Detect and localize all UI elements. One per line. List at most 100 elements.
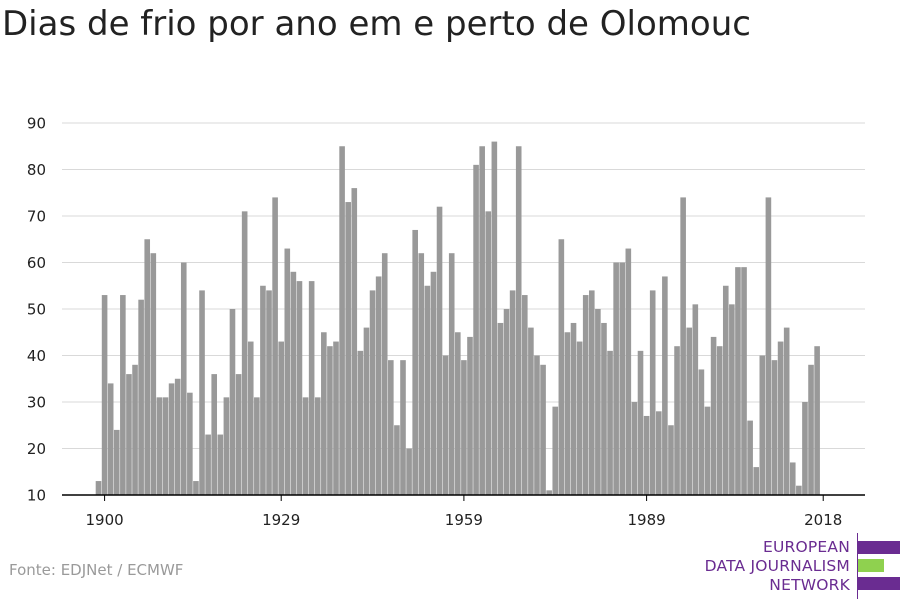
bar-2002 (722, 285, 729, 495)
bar-1930 (284, 248, 291, 495)
logo-bar-bottom (858, 577, 900, 590)
bar-1934 (308, 281, 315, 495)
bar-1962 (479, 146, 485, 495)
bar-1923 (241, 211, 248, 495)
bar-2011 (777, 341, 784, 495)
bar-2000 (710, 336, 717, 495)
bar-1903 (120, 295, 126, 495)
y-tick-label: 70 (27, 208, 46, 226)
x-tick-label: 1929 (262, 511, 300, 529)
bar-1945 (375, 276, 382, 495)
bar-1973 (546, 490, 552, 495)
bar-1992 (662, 276, 668, 495)
bar-1998 (698, 369, 705, 495)
logo-text-european: EUROPEAN (762, 538, 850, 556)
bar-1935 (314, 397, 321, 495)
chart-title: Dias de frio por ano em e perto de Olomo… (2, 4, 751, 44)
bar-1967 (509, 290, 516, 495)
bar-1987 (631, 402, 638, 495)
bar-1952 (418, 253, 425, 495)
bar-1943 (363, 327, 370, 495)
bar-2015 (802, 402, 808, 495)
bar-1988 (637, 350, 644, 495)
bar-1996 (686, 327, 693, 495)
bar-1940 (345, 202, 351, 496)
bar-1914 (187, 392, 193, 495)
bar-1948 (394, 425, 400, 495)
bar-1984 (613, 262, 619, 495)
bar-2009 (765, 197, 772, 495)
bar-1991 (655, 411, 662, 495)
bar-1911 (168, 383, 175, 495)
bar-1937 (327, 346, 333, 495)
bar-1936 (321, 332, 327, 495)
y-axis-ticks: 10 20 30 40 50 60 70 80 90 (27, 115, 46, 505)
y-tick-label: 80 (27, 161, 46, 179)
bar-2006 (747, 420, 753, 495)
y-tick-label: 40 (27, 347, 46, 365)
bar-2016 (808, 364, 814, 495)
bar-1919 (217, 434, 224, 495)
bar-1981 (595, 309, 601, 495)
x-tick-label: 2018 (804, 511, 842, 529)
bar-1950 (406, 448, 412, 495)
bar-1978 (576, 341, 583, 495)
bar-1949 (400, 360, 406, 495)
bar-2007 (753, 467, 760, 495)
bar-2013 (789, 462, 796, 495)
bar-1939 (339, 146, 345, 495)
bar-chart: 10 20 30 40 50 60 70 80 90 1900 1929 1959 1989 2018 (27, 115, 865, 529)
bar-1902 (113, 429, 120, 495)
bar-2017 (814, 346, 820, 495)
bar-1958 (455, 332, 461, 495)
bar-1995 (680, 197, 686, 495)
y-tick-label: 10 (27, 487, 46, 505)
bar-1975 (558, 239, 565, 495)
bars (95, 141, 820, 496)
bar-1980 (588, 290, 595, 495)
source-credit: Fonte: EDJNet / ECMWF (9, 561, 184, 579)
bar-1964 (491, 141, 498, 495)
bar-1913 (180, 262, 187, 495)
bar-1932 (296, 281, 303, 495)
bar-1956 (442, 355, 449, 495)
logo-text-data-journalism: DATA JOURNALISM (704, 557, 850, 575)
bar-1904 (126, 374, 132, 495)
bar-1957 (448, 253, 455, 495)
bar-1927 (266, 290, 272, 495)
bar-2003 (729, 304, 735, 495)
bar-1908 (150, 253, 157, 495)
bar-1951 (412, 229, 418, 495)
bar-1963 (485, 211, 492, 495)
bar-1929 (278, 341, 284, 495)
bar-1953 (424, 285, 431, 495)
bar-1983 (607, 350, 613, 495)
bar-1971 (534, 355, 540, 495)
bar-1994 (674, 346, 680, 495)
bar-1966 (503, 309, 510, 495)
bar-1920 (223, 397, 230, 495)
logo-divider (857, 533, 858, 599)
bar-1999 (704, 406, 711, 495)
bar-1909 (156, 397, 163, 495)
bar-1946 (381, 253, 388, 495)
bar-1990 (649, 290, 656, 495)
bar-1926 (260, 285, 266, 495)
bar-1941 (351, 188, 358, 495)
bar-1900 (101, 295, 108, 495)
bar-1912 (174, 378, 181, 495)
y-tick-label: 50 (27, 301, 46, 319)
bar-1910 (162, 397, 169, 495)
bar-2001 (716, 346, 723, 495)
logo-bar-top (858, 541, 900, 554)
bar-1960 (467, 336, 473, 495)
bar-2005 (741, 267, 747, 495)
bar-2008 (759, 355, 766, 495)
bar-1954 (430, 271, 437, 495)
bar-1931 (290, 271, 297, 495)
bar-1928 (272, 197, 278, 495)
bar-1917 (205, 434, 211, 495)
bar-1921 (229, 309, 236, 495)
bar-1968 (515, 146, 522, 495)
bar-2010 (771, 360, 778, 495)
